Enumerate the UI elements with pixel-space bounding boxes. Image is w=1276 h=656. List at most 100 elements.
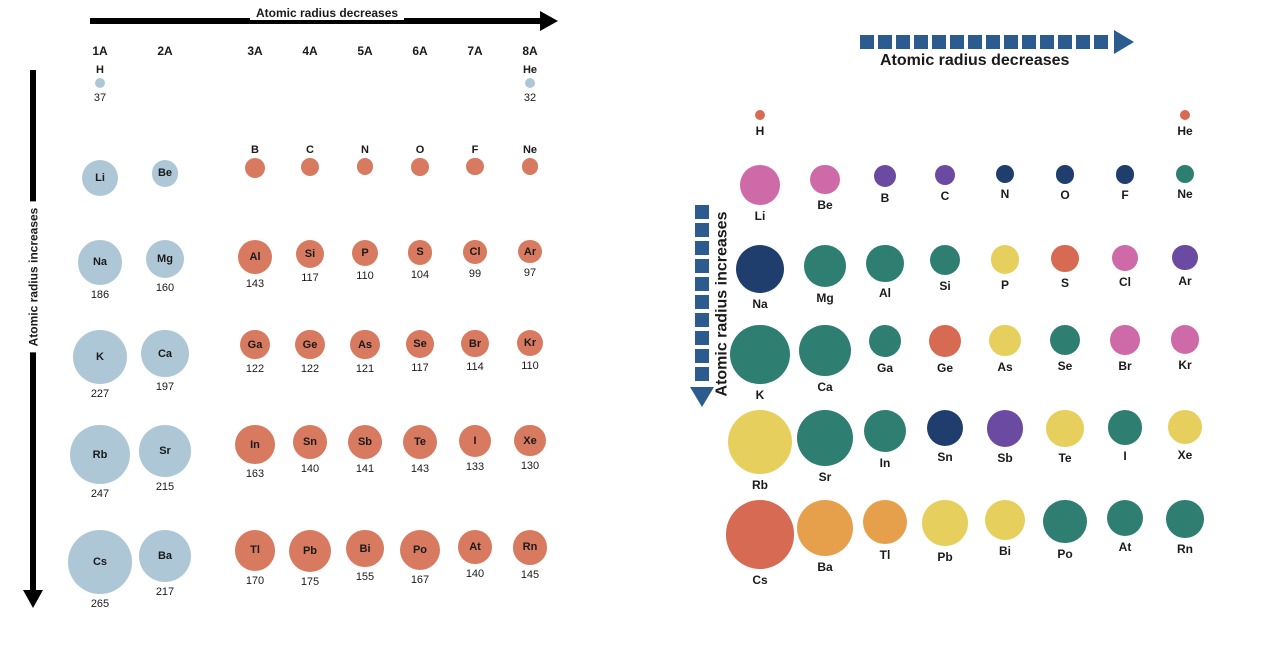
col-header: 2A <box>150 44 180 58</box>
element-symbol: B <box>251 144 259 156</box>
element-circle: Rb <box>70 425 129 484</box>
element-circle: Ba <box>139 530 191 582</box>
element-radius-value: 141 <box>356 463 374 475</box>
element-circle <box>1107 500 1143 536</box>
element-circle <box>1051 245 1078 272</box>
col-header: 8A <box>515 44 545 58</box>
element-symbol: In <box>880 456 891 470</box>
element-radius-value: 143 <box>411 463 429 475</box>
element-circle: Al <box>238 240 272 274</box>
element-cell: Na 186 <box>65 240 135 301</box>
element-symbol: Cs <box>93 556 107 568</box>
element-circle: Ge <box>295 330 324 359</box>
element-cell: Cs <box>725 500 795 587</box>
element-symbol: Po <box>1057 547 1072 561</box>
element-cell: Ar <box>1150 245 1220 288</box>
element-radius-value: 186 <box>91 289 109 301</box>
element-symbol: At <box>1119 540 1132 554</box>
col-header: 5A <box>350 44 380 58</box>
element-symbol: F <box>472 144 479 156</box>
element-cell: K227 <box>65 330 135 400</box>
element-symbol: Ga <box>877 361 893 375</box>
element-circle: As <box>350 330 379 359</box>
element-radius-value: 247 <box>91 488 109 500</box>
element-symbol: S <box>1061 276 1069 290</box>
element-circle <box>922 500 968 546</box>
element-circle <box>728 410 792 474</box>
element-circle <box>1108 410 1143 445</box>
element-radius-value: 175 <box>301 576 319 588</box>
element-circle: At <box>458 530 492 564</box>
element-circle <box>411 158 429 176</box>
element-circle <box>736 245 784 293</box>
element-cell: Xe130 <box>495 425 565 472</box>
element-circle <box>1171 325 1200 354</box>
element-circle <box>804 245 846 287</box>
element-radius-value: 140 <box>301 463 319 475</box>
element-radius-value: 155 <box>356 571 374 583</box>
element-cell: Ba 217 <box>130 530 200 598</box>
element-cell: He32 <box>495 64 565 104</box>
side-arrow-right: Atomic radius increases <box>690 205 714 407</box>
element-symbol: P <box>361 247 368 259</box>
element-circle: Na <box>78 240 123 285</box>
element-symbol: Sn <box>303 436 317 448</box>
element-symbol: N <box>1001 187 1010 201</box>
element-symbol: K <box>756 388 765 402</box>
element-circle <box>525 78 535 88</box>
element-symbol: I <box>473 435 476 447</box>
element-symbol: Mg <box>816 291 833 305</box>
element-radius-value: 97 <box>524 267 536 279</box>
element-symbol: Sb <box>997 451 1012 465</box>
element-circle: Rn <box>513 530 548 565</box>
element-cell: K <box>725 325 795 402</box>
element-radius-value: 145 <box>521 569 539 581</box>
element-radius-value: 217 <box>156 586 174 598</box>
element-symbol: Ca <box>817 380 832 394</box>
element-symbol: H <box>756 124 765 138</box>
element-circle: Bi <box>346 530 383 567</box>
element-circle: Xe <box>514 425 545 456</box>
element-symbol: Sr <box>819 470 832 484</box>
element-circle: Cl <box>463 240 487 264</box>
element-symbol: Se <box>413 338 426 350</box>
element-symbol: Te <box>1058 451 1071 465</box>
element-circle <box>985 500 1025 540</box>
element-circle <box>797 500 853 556</box>
element-symbol: Si <box>305 248 315 260</box>
element-circle <box>863 500 907 544</box>
element-circle <box>1180 110 1190 120</box>
element-symbol: Rb <box>752 478 768 492</box>
element-symbol: Te <box>414 436 426 448</box>
element-circle <box>1050 325 1080 355</box>
element-cell: Rb <box>725 410 795 492</box>
element-circle: Te <box>403 425 437 459</box>
element-symbol: Ar <box>524 246 536 258</box>
element-circle: Sb <box>348 425 382 459</box>
side-arrow-left-label: Atomic radius increases <box>26 202 40 353</box>
element-circle <box>1172 245 1197 270</box>
element-symbol: Mg <box>157 253 173 265</box>
element-symbol: O <box>416 144 425 156</box>
element-symbol: Kr <box>1178 358 1191 372</box>
element-circle: Sn <box>293 425 327 459</box>
element-circle: Si <box>296 240 324 268</box>
element-circle <box>991 245 1020 274</box>
element-radius-value: 140 <box>466 568 484 580</box>
col-header: 3A <box>240 44 270 58</box>
element-circle: In <box>235 425 274 464</box>
element-circle <box>522 158 539 175</box>
element-circle: Mg <box>146 240 184 278</box>
element-symbol: Cl <box>1119 275 1131 289</box>
element-circle <box>1043 500 1086 543</box>
element-symbol: C <box>941 189 950 203</box>
element-symbol: Al <box>879 286 891 300</box>
element-circle <box>797 410 853 466</box>
element-circle <box>1168 410 1202 444</box>
element-symbol: P <box>1001 278 1009 292</box>
element-symbol: H <box>96 64 104 76</box>
element-symbol: Ga <box>248 339 263 351</box>
element-circle <box>1110 325 1140 355</box>
element-symbol: He <box>1177 124 1192 138</box>
element-symbol: As <box>358 339 372 351</box>
